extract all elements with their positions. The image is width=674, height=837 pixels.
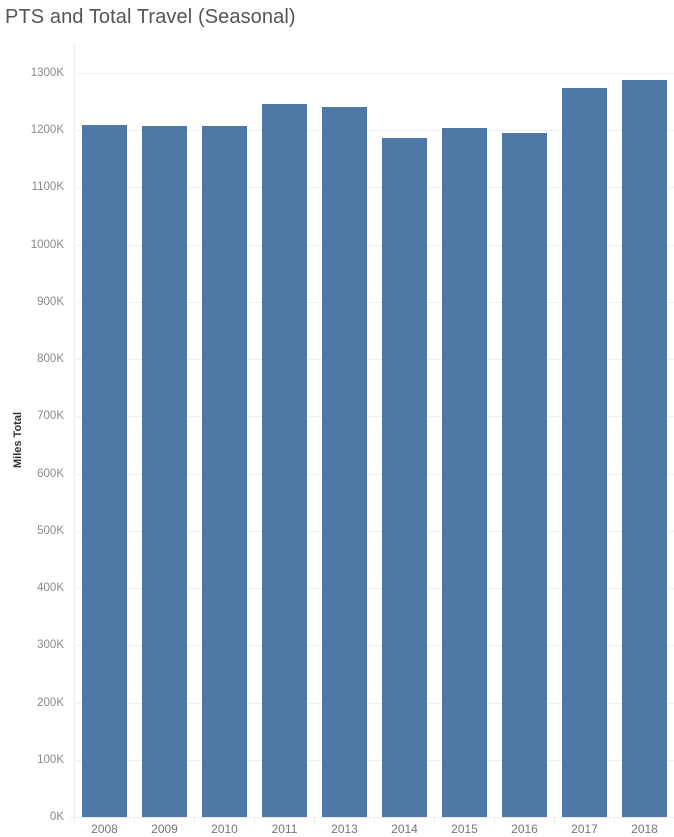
y-tick-label: 900K bbox=[37, 295, 64, 308]
gridline bbox=[74, 474, 674, 475]
bar-2017 bbox=[562, 87, 607, 817]
x-tick-mark bbox=[434, 817, 435, 825]
bar-2009 bbox=[142, 126, 187, 817]
y-tick-label: 100K bbox=[37, 753, 64, 766]
x-tick-mark bbox=[314, 817, 315, 825]
y-tick-label: 1200K bbox=[30, 124, 64, 137]
gridline bbox=[74, 245, 674, 246]
gridline bbox=[74, 130, 674, 131]
x-tick-mark bbox=[254, 817, 255, 825]
x-tick-label: 2018 bbox=[631, 822, 658, 836]
gridline bbox=[74, 645, 674, 646]
x-tick-mark bbox=[134, 817, 135, 825]
x-tick-mark bbox=[374, 817, 375, 825]
y-tick-label: 1000K bbox=[30, 238, 64, 251]
y-tick-label: 600K bbox=[37, 467, 64, 480]
y-tick-label: 400K bbox=[37, 582, 64, 595]
bar-2015 bbox=[442, 127, 487, 817]
x-tick-label: 2011 bbox=[271, 822, 298, 836]
y-tick-label: 1300K bbox=[30, 67, 64, 79]
x-tick-label: 2014 bbox=[391, 822, 418, 836]
x-axis-line bbox=[70, 817, 674, 818]
gridline bbox=[74, 359, 674, 360]
gridline bbox=[74, 302, 674, 303]
x-tick-label: 2009 bbox=[151, 822, 178, 836]
x-tick-mark bbox=[194, 817, 195, 825]
x-tick-mark bbox=[614, 817, 615, 825]
y-axis-line bbox=[74, 44, 75, 824]
gridline bbox=[74, 531, 674, 532]
y-tick-label: 1100K bbox=[31, 181, 64, 194]
bar-2011 bbox=[262, 103, 307, 817]
gridline bbox=[74, 588, 674, 589]
bar-2014 bbox=[382, 138, 427, 817]
y-tick-label: 500K bbox=[37, 524, 64, 537]
x-tick-label: 2010 bbox=[211, 822, 238, 836]
chart-title: PTS and Total Travel (Seasonal) bbox=[5, 6, 296, 28]
gridline bbox=[74, 760, 674, 761]
gridline bbox=[74, 187, 674, 188]
y-tick-label: 200K bbox=[37, 696, 64, 709]
x-tick-mark bbox=[494, 817, 495, 825]
y-tick-label: 300K bbox=[37, 639, 64, 652]
y-tick-label: 0K bbox=[49, 811, 64, 823]
x-tick-label: 2008 bbox=[91, 822, 118, 836]
bar-2018 bbox=[622, 79, 667, 817]
gridline bbox=[74, 703, 674, 704]
bar-2016 bbox=[502, 133, 547, 817]
bar-2013 bbox=[322, 106, 367, 817]
y-tick-label: 700K bbox=[37, 410, 64, 423]
y-tick-label: 800K bbox=[37, 353, 64, 366]
bar-2010 bbox=[202, 126, 247, 817]
x-tick-label: 2015 bbox=[451, 822, 478, 836]
bar-2008 bbox=[82, 125, 127, 817]
x-tick-mark bbox=[554, 817, 555, 825]
x-tick-label: 2016 bbox=[511, 822, 538, 836]
gridline bbox=[74, 416, 674, 417]
x-tick-label: 2017 bbox=[571, 822, 598, 836]
x-tick-label: 2013 bbox=[331, 822, 358, 836]
gridline bbox=[74, 73, 674, 74]
